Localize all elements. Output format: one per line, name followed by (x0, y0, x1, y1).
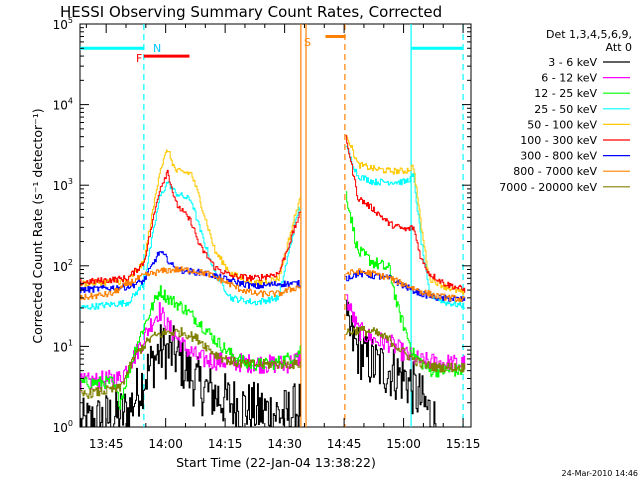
flag-bars (80, 34, 464, 58)
x-tick-label-4: 14:45 (327, 437, 362, 451)
y-tick-label-3: 103 (53, 177, 73, 193)
y-tick-label-4: 104 (53, 97, 73, 113)
x-tick-labels: 13:45 14:00 14:15 14:30 14:45 15:00 15:15 (89, 437, 480, 451)
legend-label-5: 100 - 300 keV (520, 134, 597, 147)
flag-label-s: S (304, 36, 311, 49)
legend-label-6: 300 - 800 keV (520, 150, 597, 163)
legend: Det 1,3,4,5,6,9, Att 0 3 - 6 keV 6 - 12 k… (499, 28, 632, 194)
series-line-3 (80, 145, 466, 310)
legend-label-1: 6 - 12 keV (541, 72, 597, 85)
legend-label-0: 3 - 6 keV (548, 56, 597, 69)
flag-annotations: F N S (136, 36, 311, 65)
series-line-0 (80, 299, 437, 428)
footer-date: 24-Mar-2010 14:46 (562, 469, 639, 478)
plot-area (79, 23, 472, 428)
y-tick-label-1: 101 (53, 338, 73, 354)
legend-label-7: 800 - 7000 keV (513, 165, 597, 178)
legend-entries: 3 - 6 keV 6 - 12 keV 12 - 25 keV 25 - 50 ke… (499, 56, 630, 194)
series-line-8 (80, 326, 466, 399)
y-tick-label-5: 105 (53, 16, 73, 32)
legend-header-line-2: Att 0 (606, 41, 632, 54)
y-tick-label-0: 100 (53, 419, 73, 435)
x-axis-label: Start Time (22-Jan-04 13:38:22) (176, 455, 376, 470)
x-tick-label-3: 14:30 (267, 437, 302, 451)
x-tick-label-5: 15:00 (386, 437, 421, 451)
series-line-7 (80, 266, 466, 302)
x-tick-label-1: 14:00 (148, 437, 183, 451)
flag-label-n: N (153, 42, 161, 55)
legend-label-3: 25 - 50 keV (534, 103, 597, 116)
series-line-5 (80, 135, 466, 293)
y-axis-label: Corrected Count Rate (s⁻¹ detector⁻¹) (30, 108, 45, 343)
legend-label-4: 50 - 100 keV (527, 118, 597, 131)
x-tick-label-0: 13:45 (89, 437, 124, 451)
axis-ticks (80, 24, 471, 428)
y-tick-label-2: 102 (53, 258, 73, 274)
data-series (80, 134, 466, 428)
legend-header-line-1: Det 1,3,4,5,6,9, (546, 28, 632, 41)
chart-title: HESSI Observing Summary Count Rates, Cor… (60, 3, 442, 21)
legend-label-2: 12 - 25 keV (534, 87, 597, 100)
x-tick-label-6: 15:15 (446, 437, 481, 451)
plot-frame (79, 23, 472, 428)
x-tick-label-2: 14:15 (208, 437, 243, 451)
legend-label-8: 7000 - 20000 keV (499, 181, 597, 194)
flag-label-f: F (136, 52, 142, 65)
y-tick-labels: 100 101 102 103 104 105 (53, 16, 73, 435)
